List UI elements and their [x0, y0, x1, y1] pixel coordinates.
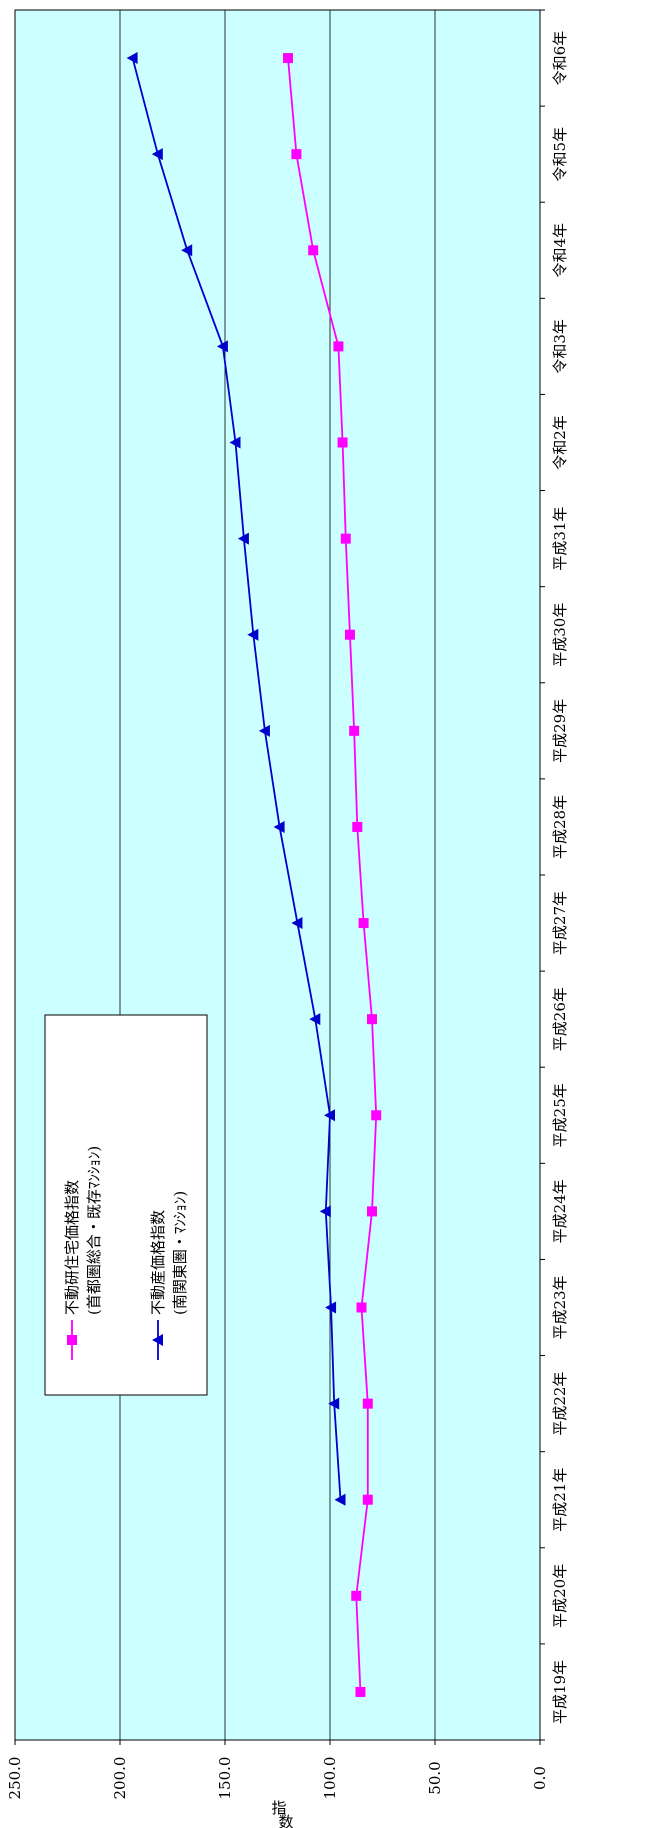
- data-point-square: [367, 1206, 377, 1217]
- data-point-square: [362, 1398, 373, 1409]
- legend: 不動研住宅価格指数 (首都圏総合・既存ﾏﾝｼｮﾝ) 不動産価格指数 (南関東圏・ﾏﾝｼ…: [44, 1014, 208, 1396]
- tick-labels: 平成19年 平成20年 平成21年 平成22年 平成23年 平成24年 平成25年 平成26年…: [6, 9, 569, 1800]
- data-point-square: [362, 1494, 373, 1505]
- data-point-square: [333, 341, 344, 352]
- data-point-square: [352, 821, 363, 832]
- category-tick-label: 平成29年: [551, 699, 569, 763]
- series-triangle: [126, 52, 346, 1506]
- data-point-square: [349, 725, 360, 736]
- y-axis-label-char: 数: [278, 1813, 293, 1828]
- plot-area: [14, 9, 541, 1741]
- category-tick-label: 平成30年: [551, 603, 569, 667]
- data-point-square: [356, 1302, 367, 1313]
- category-tick-label: 平成23年: [551, 1275, 569, 1339]
- category-tick-label: 平成27年: [551, 891, 569, 955]
- series-group: [126, 52, 382, 1697]
- category-tick-label: 平成28年: [551, 795, 569, 859]
- legend-sublabel: (首都圏総合・既存ﾏﾝｼｮﾝ): [85, 1146, 103, 1315]
- category-tick-label: 令和5年: [551, 127, 569, 182]
- category-tick-label: 平成25年: [551, 1083, 569, 1147]
- data-point-square: [340, 533, 351, 544]
- gridline-group: [119, 10, 436, 1740]
- category-tick-label: 平成26年: [551, 987, 569, 1051]
- value-tick-label: 200.0: [111, 1757, 129, 1800]
- data-point-square: [67, 1335, 77, 1345]
- data-point-square: [367, 1014, 377, 1025]
- data-point-square: [358, 918, 369, 929]
- data-point-triangle: [258, 724, 270, 737]
- series-line: [287, 57, 378, 1692]
- series-square: [283, 53, 382, 1697]
- data-point-triangle: [151, 148, 163, 161]
- y-axis-label: 指数: [271, 1799, 293, 1828]
- y-axis-label-char: 指: [271, 1799, 286, 1817]
- category-tick-label: 令和6年: [551, 31, 569, 86]
- legend-sublabel: (南関東圏・ﾏﾝｼｮﾝ): [171, 1191, 189, 1315]
- category-tick-label: 平成24年: [551, 1179, 569, 1243]
- value-tick-label: 0.0: [531, 1766, 549, 1790]
- data-point-triangle: [291, 917, 303, 930]
- category-tick-label: 平成31年: [551, 507, 569, 571]
- category-tick-label: 平成19年: [551, 1660, 569, 1724]
- legend-label: 不動研住宅価格指数: [63, 1180, 81, 1315]
- category-tick-label: 平成20年: [551, 1564, 569, 1628]
- data-point-triangle: [273, 820, 285, 833]
- value-tick-label: 150.0: [216, 1757, 234, 1800]
- data-point-triangle: [181, 244, 193, 257]
- data-point-triangle: [216, 340, 228, 353]
- value-tick-label: 250.0: [6, 1757, 24, 1800]
- category-tick-label: 令和3年: [551, 319, 569, 374]
- series-line: [131, 57, 342, 1500]
- category-tick-label: 平成22年: [551, 1372, 569, 1436]
- data-point-triangle: [334, 1493, 346, 1506]
- data-point-square: [355, 1686, 366, 1697]
- value-tick-label: 100.0: [321, 1757, 339, 1800]
- category-tick-label: 令和2年: [551, 415, 569, 470]
- data-point-square: [291, 149, 302, 160]
- category-tick-label: 令和4年: [551, 223, 569, 278]
- data-point-triangle: [328, 1397, 340, 1410]
- legend-label: 不動産価格指数: [149, 1210, 167, 1315]
- data-point-triangle: [247, 628, 259, 641]
- data-point-square: [308, 245, 319, 256]
- data-point-triangle: [324, 1109, 335, 1122]
- data-point-square: [344, 629, 355, 640]
- data-point-square: [351, 1590, 362, 1601]
- data-point-square: [283, 53, 293, 64]
- category-tick-label: 平成21年: [551, 1468, 569, 1532]
- data-point-triangle: [126, 52, 138, 65]
- data-point-triangle: [325, 1301, 337, 1314]
- data-point-triangle: [319, 1205, 331, 1218]
- data-point-square: [337, 437, 348, 448]
- data-point-triangle: [152, 1334, 163, 1346]
- data-point-triangle: [309, 1013, 321, 1026]
- data-point-triangle: [229, 436, 241, 449]
- value-tick-label: 50.0: [426, 1761, 444, 1794]
- data-point-triangle: [237, 532, 249, 545]
- data-point-square: [371, 1110, 382, 1121]
